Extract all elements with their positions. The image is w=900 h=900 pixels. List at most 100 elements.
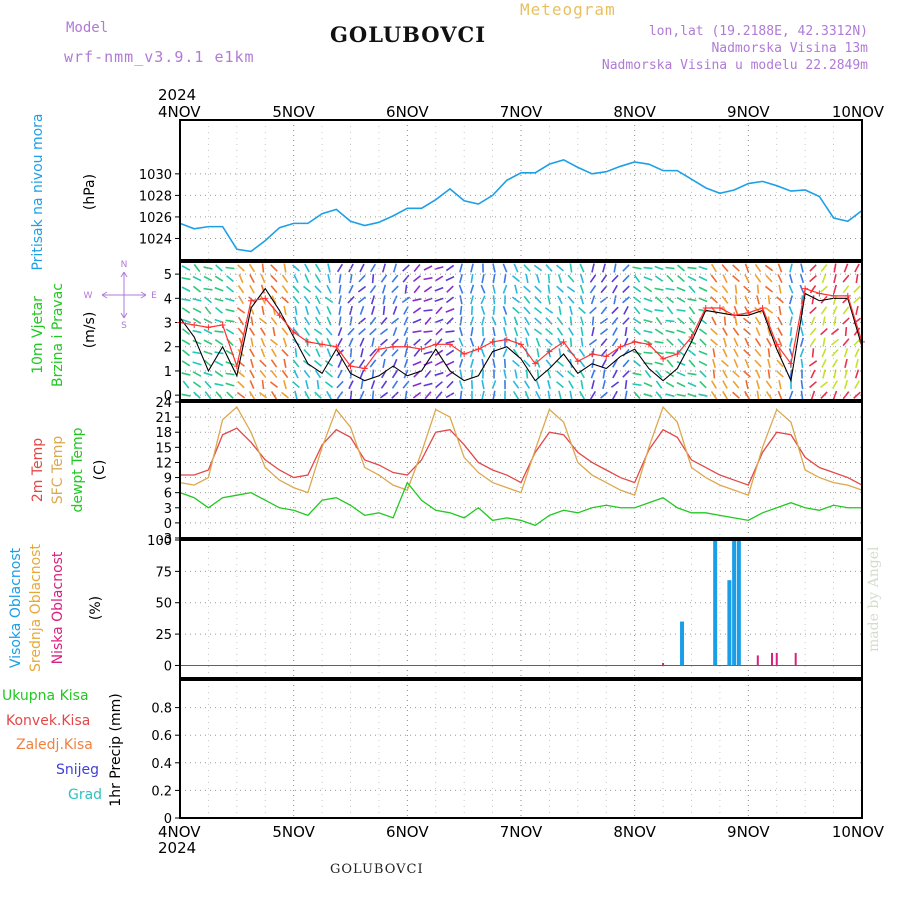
wind-arrow bbox=[612, 369, 618, 379]
wind-arrow bbox=[413, 285, 421, 294]
y-tick-label: 1 bbox=[164, 365, 172, 380]
wind-arrow bbox=[535, 390, 541, 400]
wind-arrow bbox=[423, 265, 433, 271]
wind-arrow bbox=[754, 306, 762, 315]
wind-arrow bbox=[358, 328, 366, 336]
wind-arrow bbox=[810, 390, 816, 400]
wind-arrow bbox=[271, 295, 277, 305]
wind-arrow bbox=[294, 305, 298, 315]
wind-arrow bbox=[843, 263, 849, 273]
wind-arrow bbox=[710, 285, 718, 293]
wind-arrow bbox=[370, 380, 376, 390]
wind-arrow bbox=[591, 358, 595, 368]
wind-arrow bbox=[371, 274, 375, 284]
wind-arrow bbox=[535, 337, 541, 347]
wind-arrow bbox=[379, 391, 389, 399]
wind-arrow bbox=[655, 369, 663, 379]
wind-arrow bbox=[435, 381, 443, 389]
wind-arrow bbox=[622, 359, 630, 368]
wind-arrow bbox=[423, 350, 433, 355]
wind-arrow bbox=[743, 370, 751, 378]
wind-arrow bbox=[578, 348, 586, 357]
wind-arrow bbox=[855, 358, 859, 368]
wind-arrow bbox=[567, 274, 575, 283]
precip-legend-3: Snijeg bbox=[56, 762, 99, 778]
wind-arrow bbox=[348, 337, 354, 347]
wind-arrow bbox=[721, 295, 729, 304]
y-tick-label: 0.2 bbox=[151, 784, 172, 799]
wind-arrow bbox=[326, 316, 332, 326]
wind-arrow bbox=[513, 263, 519, 273]
wind-arrow bbox=[337, 369, 343, 379]
wind-arrow bbox=[369, 316, 377, 326]
wind-arrow bbox=[688, 327, 696, 336]
wind-arrow bbox=[601, 359, 607, 368]
wind-arrow bbox=[203, 287, 213, 291]
wind-arrow bbox=[698, 275, 708, 282]
wind-arrow bbox=[820, 327, 828, 336]
wind-arrow bbox=[711, 316, 717, 326]
wind-arrow bbox=[380, 274, 388, 283]
wind-arrow bbox=[547, 390, 551, 400]
wind-arrow bbox=[513, 327, 519, 337]
wind-arrow bbox=[313, 328, 323, 335]
wind-arrow bbox=[568, 327, 574, 336]
temp-axis-title-sfc: SFC Temp bbox=[50, 436, 66, 505]
wind-arrow bbox=[545, 359, 553, 368]
wind-arrow bbox=[665, 351, 675, 355]
wind-arrow bbox=[249, 380, 255, 390]
wind-arrow bbox=[502, 305, 508, 315]
wind-arrow bbox=[799, 274, 805, 284]
wind-arrow bbox=[745, 380, 749, 390]
wind-arrow bbox=[523, 295, 531, 304]
wind-arrow bbox=[338, 316, 342, 326]
low-cloud-bar bbox=[662, 662, 665, 666]
wind-arrow bbox=[391, 380, 399, 389]
wind-arrow bbox=[765, 380, 773, 389]
wind-arrow bbox=[733, 305, 739, 315]
wind-gust-point bbox=[631, 338, 638, 345]
wind-arrow bbox=[446, 380, 454, 389]
wind-gust-point bbox=[830, 292, 837, 299]
x-tick-label-top: 4NOV bbox=[158, 103, 201, 121]
wind-arrow bbox=[611, 348, 619, 357]
wind-arrow bbox=[392, 327, 398, 337]
wind-arrow bbox=[492, 274, 496, 284]
wind-arrow bbox=[423, 285, 433, 293]
wind-arrow bbox=[767, 295, 771, 305]
wind-arrow bbox=[259, 327, 267, 336]
wind-arrow bbox=[810, 369, 816, 379]
wind-arrow bbox=[612, 359, 618, 368]
wind-arrow bbox=[303, 369, 311, 379]
wind-arrow bbox=[445, 275, 455, 282]
wind-arrow bbox=[412, 318, 422, 324]
x-year-label-bottom: 2024 bbox=[158, 839, 196, 857]
wind-arrow bbox=[260, 337, 266, 347]
wind-arrow bbox=[610, 381, 620, 388]
wind-arrow bbox=[732, 370, 740, 378]
wind-arrow bbox=[699, 380, 707, 389]
wind-arrow bbox=[755, 316, 761, 326]
wind-arrow bbox=[435, 391, 443, 400]
wind-arrow bbox=[283, 358, 287, 368]
wind-arrow bbox=[722, 327, 728, 336]
wind-arrow bbox=[722, 274, 728, 283]
wind-arrow bbox=[481, 380, 485, 390]
wind-arrow bbox=[789, 327, 793, 337]
wind-arrow bbox=[293, 369, 299, 379]
wind-arrow bbox=[304, 274, 310, 284]
wind-arrow bbox=[579, 263, 585, 273]
wind-arrow bbox=[237, 380, 245, 389]
y-tick-label: 0 bbox=[164, 389, 172, 404]
wind-arrow bbox=[434, 371, 444, 377]
wind-arrow bbox=[525, 369, 529, 379]
direction-legend-s: S bbox=[121, 321, 127, 331]
wind-arrow bbox=[654, 265, 664, 271]
wind-arrow bbox=[767, 369, 771, 379]
wind-arrow bbox=[566, 285, 576, 293]
wind-arrow bbox=[248, 390, 256, 400]
wind-direction-arrows bbox=[181, 263, 862, 400]
wind-arrow bbox=[325, 370, 333, 378]
wind-arrow bbox=[655, 380, 663, 389]
wind-arrow bbox=[492, 358, 496, 368]
